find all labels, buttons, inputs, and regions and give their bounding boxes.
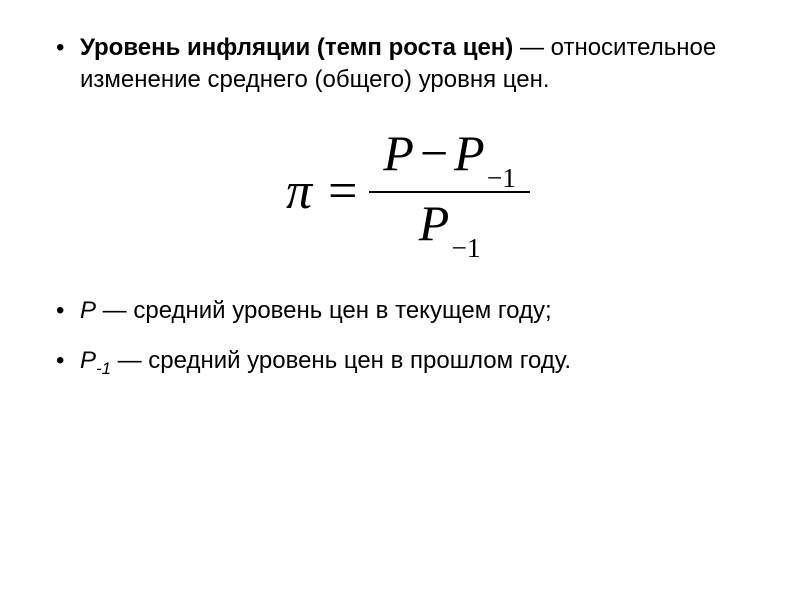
var-P-base: P	[80, 347, 96, 374]
numerator: P−P−1	[369, 125, 530, 189]
formula-block: π = P−P−1 P−1	[56, 125, 760, 259]
formula: π = P−P−1 P−1	[286, 125, 530, 259]
denominator: P−1	[405, 195, 495, 259]
var-P: P	[80, 297, 96, 324]
den-sub: −1	[449, 232, 480, 263]
num-Pprev: P	[454, 125, 485, 181]
slide: Уровень инфляции (темп роста цен) — отно…	[0, 0, 800, 600]
num-minus: −	[414, 125, 454, 181]
desc-P: — средний уровень цен в текущем году;	[96, 297, 552, 324]
symbol-equals: =	[322, 162, 369, 221]
num-sub: −1	[485, 162, 516, 193]
dash: —	[513, 34, 550, 61]
bullet-item-Pminus1: P-1 — средний уровень цен в прошлом году…	[56, 345, 760, 380]
bullet-item-P: P — средний уровень цен в текущем году;	[56, 295, 760, 327]
bullet-list-vars: P — средний уровень цен в текущем году; …	[56, 295, 760, 381]
bullet-list: Уровень инфляции (темп роста цен) — отно…	[56, 32, 760, 97]
den-Pprev: P	[419, 195, 450, 251]
fraction: P−P−1 P−1	[369, 125, 530, 259]
term: Уровень инфляции (темп роста цен)	[80, 34, 513, 61]
bullet-item-definition: Уровень инфляции (темп роста цен) — отно…	[56, 32, 760, 97]
var-Pminus1: P-1	[80, 347, 111, 374]
var-P-sub: -1	[96, 359, 111, 378]
desc-Pminus1: — средний уровень цен в прошлом году.	[111, 347, 571, 374]
num-P: P	[383, 125, 414, 181]
symbol-pi: π	[286, 162, 322, 221]
